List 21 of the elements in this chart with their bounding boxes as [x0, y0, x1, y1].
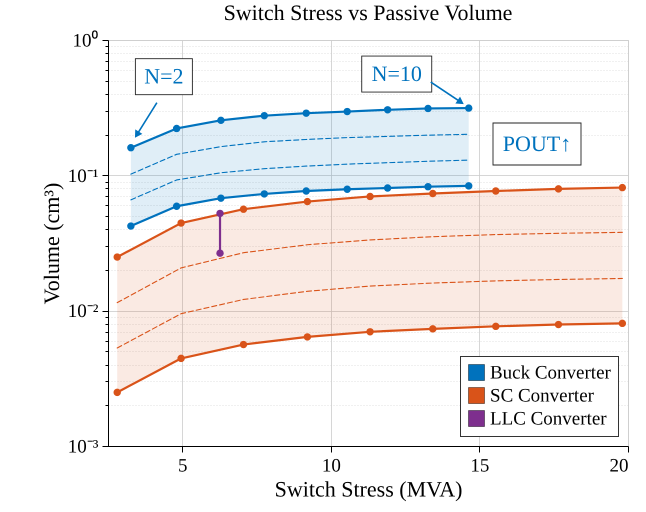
chart-title: Switch Stress vs Passive Volume: [224, 0, 512, 25]
y-tick-label: 10⁻¹: [68, 166, 99, 187]
line-series: [116, 232, 623, 304]
y-tick-label: 10⁻²: [68, 301, 99, 322]
x-tick-label: 20: [610, 456, 628, 476]
y-tick-label: 10⁰: [72, 30, 98, 52]
x-tick-label: 5: [178, 456, 188, 476]
legend-label: Buck Converter: [490, 362, 612, 384]
x-axis-title: Switch Stress (MVA): [274, 476, 462, 502]
y-tick-label: 10⁻³: [68, 436, 99, 458]
annotation: POUT↑: [502, 131, 572, 156]
line-series: [130, 134, 470, 175]
annotation: N=10: [372, 61, 422, 86]
line-series: [116, 278, 623, 349]
x-tick-label: 10: [322, 456, 341, 476]
y-axis-title: Volume (cm³): [38, 182, 64, 304]
legend-label: LLC Converter: [490, 408, 608, 430]
annotation: N=2: [144, 64, 184, 89]
legend-label: SC Converter: [490, 386, 595, 406]
line-series: [130, 160, 470, 200]
x-tick-label: 15: [470, 456, 490, 476]
